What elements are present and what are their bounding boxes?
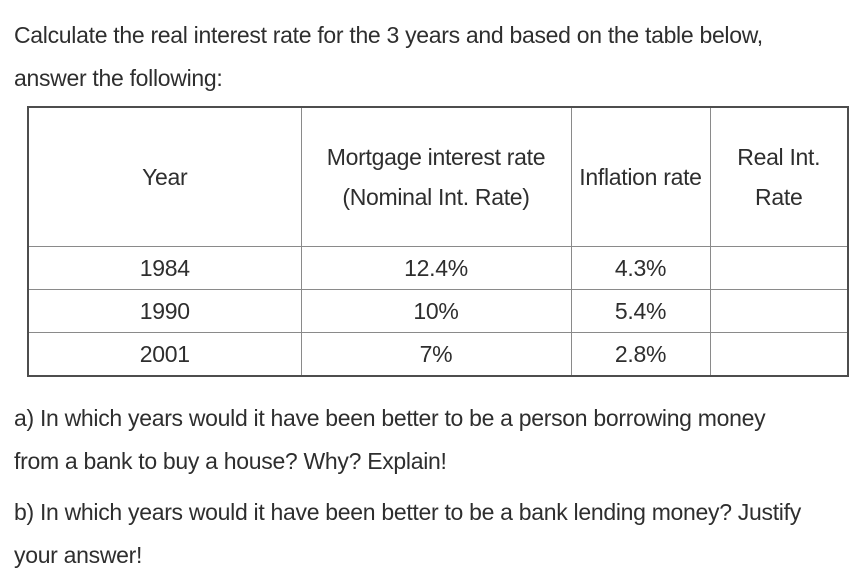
intro-text: Calculate the real interest rate for the… [14,22,763,91]
table-row: 2001 7% 2.8% [27,332,849,377]
cell-real-rate-empty [709,289,849,333]
table-row: 1984 12.4% 4.3% [27,246,849,290]
cell-nominal-rate: 7% [300,332,572,377]
cell-year: 1984 [27,246,302,290]
cell-inflation-rate: 4.3% [570,246,711,290]
cell-year: 1990 [27,289,302,333]
table-row: 1990 10% 5.4% [27,289,849,333]
cell-nominal-rate: 10% [300,289,572,333]
question-a-text: a) In which years would it have been bet… [14,405,766,474]
question-b-text: b) In which years would it have been bet… [14,499,801,568]
header-inflation-rate: Inflation rate [570,106,711,247]
cell-inflation-rate: 2.8% [570,332,711,377]
cell-nominal-rate: 12.4% [300,246,572,290]
header-real-rate: Real Int. Rate [709,106,849,247]
table-header-row: Year Mortgage interest rate (Nominal Int… [27,106,849,247]
header-year: Year [27,106,302,247]
cell-inflation-rate: 5.4% [570,289,711,333]
cell-real-rate-empty [709,332,849,377]
cell-real-rate-empty [709,246,849,290]
interest-rates-table: Year Mortgage interest rate (Nominal Int… [27,106,849,377]
header-nominal-rate: Mortgage interest rate (Nominal Int. Rat… [300,106,572,247]
cell-year: 2001 [27,332,302,377]
